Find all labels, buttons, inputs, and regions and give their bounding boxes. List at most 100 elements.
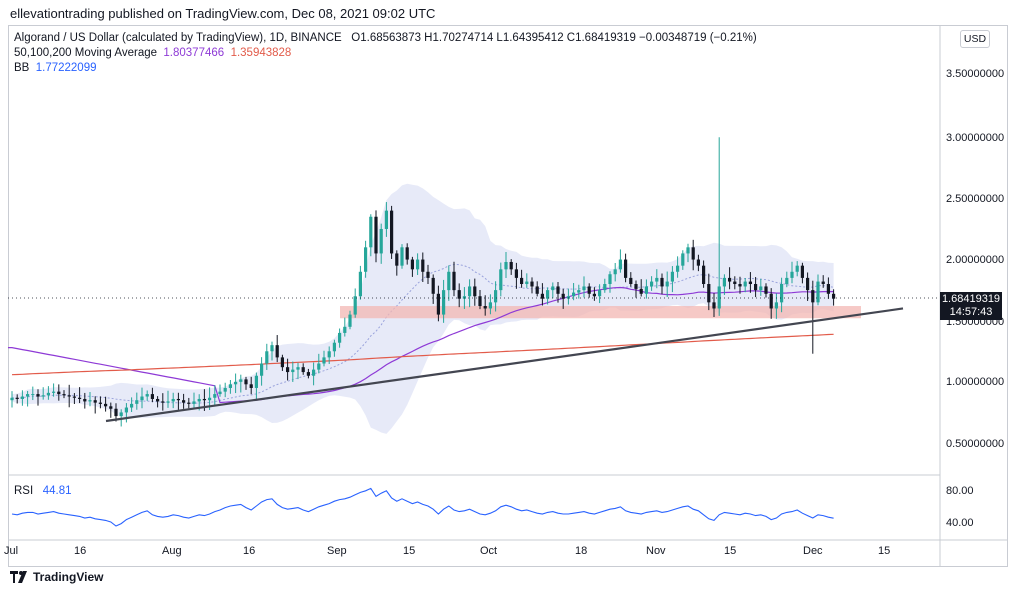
legend-ma-value-2: 1.35943828: [230, 47, 292, 59]
candle-body: [338, 332, 342, 343]
candle-body: [161, 401, 165, 403]
legend-ma-line: 50,100,200 Moving Average 1.80377466 1.3…: [14, 47, 291, 59]
candle-body: [46, 392, 50, 396]
x-tick-label: 15: [724, 545, 737, 557]
candle-body: [317, 363, 321, 370]
last-price-value: 1.68419319: [941, 293, 1001, 305]
candle-body: [795, 265, 799, 272]
y-tick-label: 2.50000000: [946, 193, 1005, 205]
candle-body: [93, 400, 97, 403]
candle-body: [525, 281, 529, 285]
moving-average-fast: [8, 286, 834, 404]
candle-body: [644, 286, 648, 294]
x-tick-label: Sep: [327, 545, 347, 557]
candle-body: [228, 384, 232, 388]
candle-body: [83, 398, 87, 402]
candle-body: [821, 281, 825, 285]
support-zone-layer: [340, 306, 861, 319]
candle-body: [743, 281, 747, 287]
candle-body: [624, 259, 628, 278]
candle-body: [774, 302, 778, 309]
candle-body: [213, 394, 217, 398]
candle-body: [249, 384, 253, 388]
candle-body: [650, 281, 654, 287]
candle-body: [291, 369, 295, 373]
candle-body: [15, 397, 19, 399]
candle-body: [431, 277, 435, 294]
candle-body: [280, 357, 284, 368]
candle-body: [286, 367, 290, 373]
candle-body: [462, 296, 466, 299]
tradingview-brand: TradingView: [33, 570, 104, 584]
candle-body: [197, 398, 201, 402]
x-tick-label: 18: [575, 545, 588, 557]
candle-body: [130, 403, 134, 408]
candle-body: [306, 372, 310, 376]
candle-body: [509, 261, 513, 270]
candle-body: [634, 284, 638, 289]
candle-body: [790, 271, 794, 278]
candle-body: [748, 281, 752, 285]
candle-body: [119, 412, 123, 417]
candle-body: [483, 306, 487, 309]
candle-body: [436, 293, 440, 315]
candle-body: [702, 265, 706, 285]
tradingview-logo[interactable]: TradingView: [10, 570, 103, 584]
candle-body: [608, 274, 612, 285]
candle-body: [358, 271, 362, 297]
candle-body: [72, 396, 76, 398]
candle-body: [109, 406, 113, 409]
candle-body: [442, 290, 446, 315]
legend-bb-line: BB 1.77222099: [14, 62, 97, 74]
candle-body: [343, 326, 347, 333]
candle-body: [10, 397, 14, 401]
candle-body: [696, 259, 700, 266]
candle-body: [124, 407, 128, 413]
candle-body: [494, 290, 498, 303]
candle-body: [613, 269, 617, 275]
candle-body: [754, 284, 758, 291]
x-tick-label: Jul: [4, 545, 19, 557]
candle-body: [400, 247, 404, 266]
rsi-layer: [11, 487, 834, 527]
candle-body: [140, 396, 144, 401]
candle-body: [265, 351, 269, 364]
candle-body: [114, 408, 118, 417]
candle-body: [67, 395, 71, 397]
candle-body: [275, 345, 279, 358]
candle-body: [98, 402, 102, 404]
candle-body: [364, 247, 368, 272]
candle-body: [660, 277, 664, 287]
candle-body: [353, 296, 357, 315]
candle-body: [676, 265, 680, 272]
candle-body: [587, 286, 591, 294]
legend-ohlc: O1.68563873 H1.70274714 L1.64395412 C1.6…: [351, 32, 757, 44]
candle-body: [410, 259, 414, 270]
legend-ma-value-1: 1.80377466: [163, 47, 225, 59]
candle-body: [322, 357, 326, 364]
candle-body: [561, 293, 565, 299]
candle-body: [551, 286, 555, 291]
candle-body: [416, 259, 420, 270]
candle-body: [811, 290, 815, 303]
candle-body: [78, 397, 82, 399]
candle-body: [332, 342, 336, 352]
rsi-value: 44.81: [42, 485, 72, 497]
candle-body: [218, 391, 222, 395]
candle-body: [171, 398, 175, 402]
legend-symbol-line: Algorand / US Dollar (calculated by Trad…: [14, 32, 757, 44]
currency-button[interactable]: USD: [960, 30, 990, 48]
candle-body: [312, 369, 316, 376]
candle-body: [192, 401, 196, 404]
candle-body: [780, 284, 784, 303]
candle-body: [603, 284, 607, 291]
candle-body: [104, 403, 108, 407]
candle-body: [52, 391, 56, 393]
moving-average-layer: [8, 286, 834, 404]
candle-body: [785, 277, 789, 285]
y-tick-label: 3.00000000: [946, 132, 1005, 144]
candle-body: [145, 394, 149, 397]
candle-body: [57, 391, 61, 395]
candle-body: [499, 269, 503, 291]
